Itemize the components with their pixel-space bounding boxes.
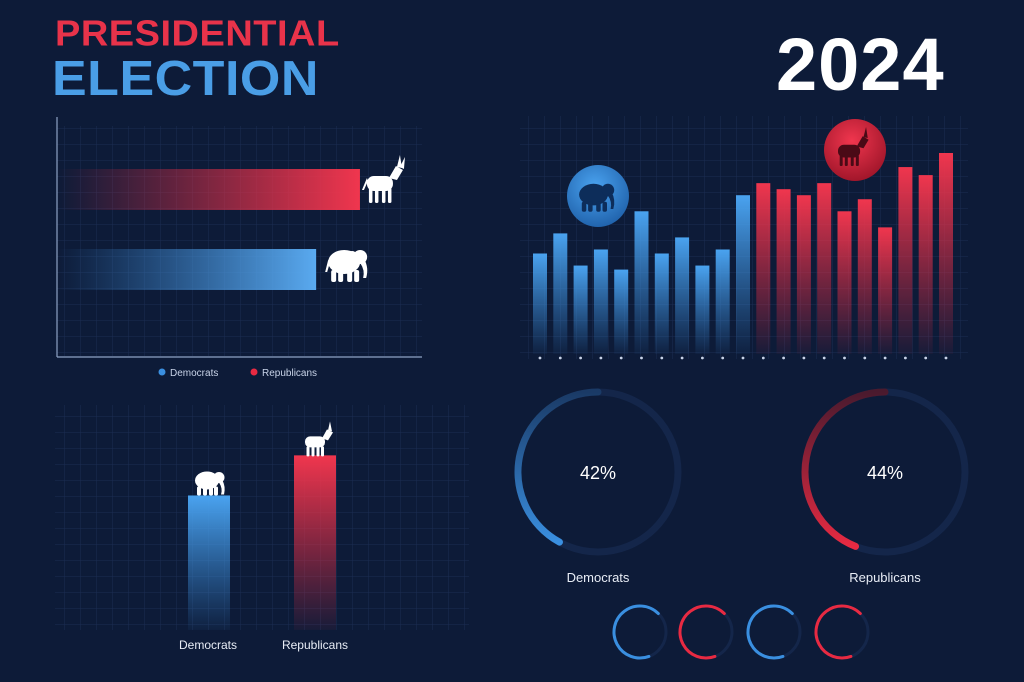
- column-tick-9: [701, 356, 704, 360]
- gauge-label-democrats: Democrats: [567, 570, 630, 585]
- column-democrats-11: [736, 195, 750, 354]
- donkey-icon: [305, 421, 333, 457]
- legend-dot-democrats: [158, 368, 166, 376]
- title-election: ELECTION: [52, 51, 319, 107]
- bar-republicans-vertical: [294, 455, 336, 630]
- bar-democrats-horizontal: [57, 249, 317, 290]
- gauge-arc-democrats: [514, 388, 602, 546]
- column-tick-1: [538, 356, 542, 360]
- column-republicans-10: [939, 153, 953, 354]
- mini-ring-democrat-1: [612, 604, 660, 660]
- elephant-icon: [579, 183, 615, 212]
- panel-vertical-bars: Democrats Republicans: [55, 405, 469, 652]
- legend-horizontal-bars: Democrats Republicans: [158, 368, 317, 379]
- legend-dot-republicans: [250, 368, 258, 376]
- column-republicans-4: [817, 183, 832, 354]
- gauge-value-republicans: 44%: [867, 463, 903, 483]
- gauge-label-republicans: Republicans: [849, 570, 921, 585]
- column-democrats-4: [593, 249, 608, 354]
- column-tick-3: [579, 356, 582, 360]
- title-presidential: PRESIDENTIAL: [55, 14, 340, 55]
- column-democrats-10: [715, 249, 730, 354]
- column-tick-7: [660, 356, 664, 360]
- gauge-value-democrats: 42%: [580, 463, 616, 483]
- donkey-icon: [838, 126, 869, 167]
- column-tick-21: [944, 356, 948, 360]
- elephant-icon: [325, 250, 368, 282]
- grid-vertical-bars: [55, 405, 469, 630]
- column-tick-4: [599, 356, 603, 360]
- label-democrats-vertical: Democrats: [179, 638, 237, 652]
- grid-horizontal-bars: [57, 126, 422, 356]
- column-democrats-6: [634, 211, 649, 354]
- column-republicans-8: [898, 167, 913, 354]
- column-democrats-9: [695, 265, 710, 354]
- donkey-icon: [361, 155, 405, 203]
- column-tick-11: [741, 356, 745, 360]
- column-democrats-3: [573, 265, 588, 354]
- panel-column-series: [520, 116, 968, 360]
- column-democrats-1: [533, 253, 547, 354]
- column-tick-16: [843, 356, 846, 360]
- gauge-republicans: 44% Republicans: [801, 388, 969, 585]
- column-tick-8: [680, 356, 684, 360]
- column-democrats-5: [614, 269, 629, 354]
- column-tick-6: [640, 356, 643, 360]
- column-republicans-1: [756, 183, 771, 354]
- bar-republicans-horizontal: [57, 169, 360, 210]
- bar-democrats-vertical: [188, 495, 230, 630]
- column-tick-12: [761, 356, 765, 360]
- column-democrats-8: [675, 237, 690, 354]
- column-republicans-6: [857, 199, 872, 354]
- column-tick-15: [822, 356, 826, 360]
- column-tick-13: [782, 356, 785, 360]
- column-republicans-3: [796, 195, 811, 354]
- column-tick-10: [721, 356, 725, 360]
- column-tick-20: [924, 356, 928, 360]
- column-democrats-7: [654, 253, 669, 354]
- panel-horizontal-bars: Democrats Republicans: [56, 117, 422, 379]
- column-republicans-2: [776, 189, 791, 354]
- column-tick-18: [883, 356, 887, 360]
- gauge-democrats: 42% Democrats: [514, 388, 682, 585]
- mini-ring-democrat-3: [746, 604, 794, 660]
- badge-republicans: [824, 119, 886, 181]
- column-tick-5: [619, 356, 623, 360]
- badge-democrats: [567, 165, 629, 227]
- column-tick-2: [558, 356, 562, 360]
- elephant-icon: [195, 471, 225, 496]
- column-tick-19: [904, 356, 907, 360]
- mini-rings: [612, 604, 870, 660]
- year-label: 2024: [776, 23, 945, 106]
- column-democrats-2: [553, 233, 568, 354]
- legend-label-democrats: Democrats: [170, 368, 218, 379]
- legend-label-republicans: Republicans: [262, 368, 317, 379]
- column-republicans-7: [878, 227, 893, 354]
- column-tick-17: [863, 356, 867, 360]
- label-republicans-vertical: Republicans: [282, 638, 348, 652]
- gauge-arc-republicans: [801, 388, 889, 550]
- column-republicans-9: [918, 175, 933, 354]
- column-tick-14: [802, 356, 806, 360]
- mini-ring-republican-2: [678, 604, 726, 660]
- mini-ring-republican-4: [814, 604, 862, 660]
- column-republicans-5: [837, 211, 852, 354]
